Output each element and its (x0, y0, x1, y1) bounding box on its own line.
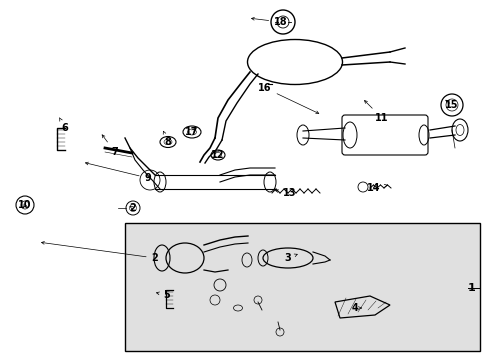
Text: 11: 11 (364, 100, 388, 123)
Text: 2: 2 (41, 242, 158, 263)
Text: 6: 6 (60, 118, 68, 133)
Text: 17: 17 (185, 127, 198, 137)
Text: 4: 4 (351, 303, 361, 313)
Text: 16: 16 (258, 83, 318, 113)
Text: 15: 15 (445, 100, 458, 110)
Text: 10: 10 (18, 200, 32, 210)
FancyBboxPatch shape (125, 223, 479, 351)
Text: 9: 9 (85, 162, 151, 183)
Text: 18: 18 (251, 17, 287, 27)
Text: 1: 1 (467, 283, 475, 293)
Text: 14: 14 (366, 183, 386, 193)
Text: 13: 13 (275, 188, 296, 198)
Text: 5: 5 (156, 290, 170, 300)
Text: 3: 3 (284, 253, 297, 263)
FancyBboxPatch shape (341, 115, 427, 155)
Text: 12: 12 (211, 150, 224, 160)
Text: 7: 7 (102, 135, 118, 157)
Text: 2: 2 (129, 203, 136, 213)
Text: 8: 8 (163, 131, 171, 147)
